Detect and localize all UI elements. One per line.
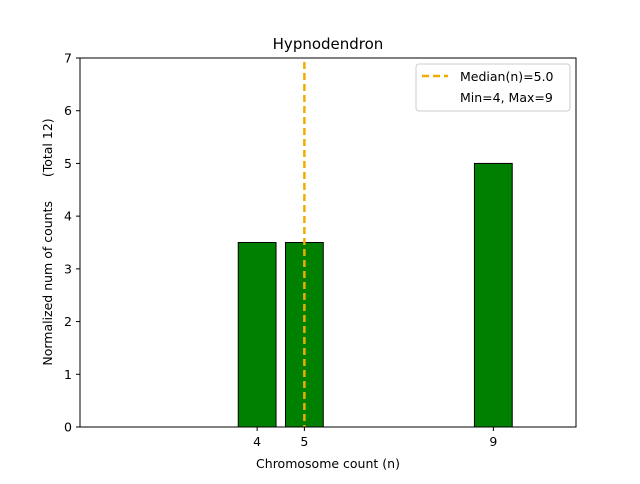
legend: Median(n)=5.0 Min=4, Max=9 <box>415 63 571 112</box>
x-tick-label: 9 <box>489 434 497 449</box>
y-tick-label: 4 <box>64 209 72 224</box>
bar-n-9 <box>473 162 513 428</box>
y-tick-label: 6 <box>64 103 72 118</box>
x-tick-label: 4 <box>253 434 261 449</box>
y-tick-label: 3 <box>64 261 72 276</box>
legend-box <box>415 63 571 112</box>
y-axis-ticks: 0 1 2 3 4 5 6 7 <box>64 51 80 435</box>
legend-entry-median: Median(n)=5.0 <box>460 69 554 84</box>
x-axis-ticks: 4 5 9 <box>253 427 497 449</box>
y-tick-label: 5 <box>64 156 72 171</box>
bar-n-4 <box>237 242 277 428</box>
chart-title: Hypnodendron <box>273 35 384 53</box>
y-tick-label: 2 <box>64 314 72 329</box>
x-tick-label: 5 <box>300 434 308 449</box>
y-tick-label: 7 <box>64 51 72 66</box>
y-axis-label: Normalized num of counts (Total 12) <box>40 118 55 365</box>
bars-layer <box>237 162 513 428</box>
y-tick-label: 0 <box>64 420 72 435</box>
legend-entry-min-max: Min=4, Max=9 <box>460 90 553 105</box>
y-tick-label: 1 <box>64 367 72 382</box>
x-axis-label: Chromosome count (n) <box>256 456 400 471</box>
bar-n-5 <box>284 242 324 428</box>
plot-frame <box>79 57 577 428</box>
